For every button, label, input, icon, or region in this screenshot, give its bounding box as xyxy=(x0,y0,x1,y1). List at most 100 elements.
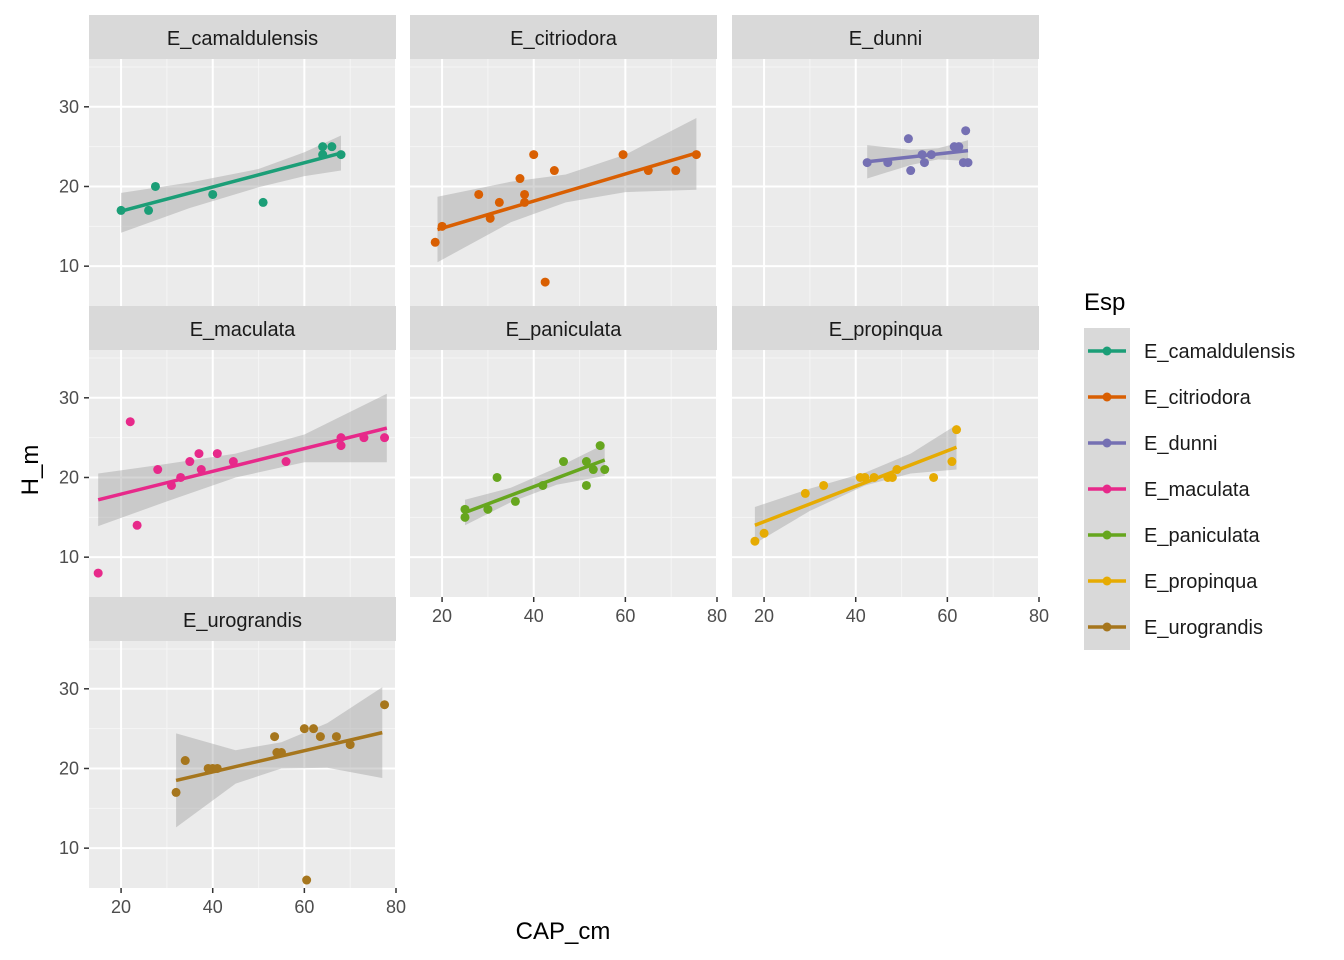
x-axis: 20 40 60 80 xyxy=(111,888,406,917)
legend-label: E_paniculata xyxy=(1144,525,1261,547)
legend-label: E_dunni xyxy=(1144,433,1217,455)
data-point xyxy=(380,700,390,710)
facet-strip-label: E_dunni xyxy=(849,28,922,50)
facet-E_dunni: E_dunni xyxy=(732,15,1040,306)
y-axis: 10 20 30 xyxy=(59,679,89,858)
data-point xyxy=(954,142,964,152)
facet-E_camaldulensis: E_camaldulensis xyxy=(89,15,397,306)
data-point xyxy=(538,480,548,490)
data-point xyxy=(281,457,291,467)
data-point xyxy=(302,875,312,885)
facet-E_maculata: E_maculata xyxy=(89,306,397,597)
data-point xyxy=(549,166,559,176)
legend: Esp E_camaldulensis E_citriodora E_dunni E_… xyxy=(1084,289,1295,650)
data-point xyxy=(529,150,539,160)
x-axis: 20 40 60 80 xyxy=(432,597,727,626)
data-point xyxy=(759,528,769,538)
regression-line xyxy=(754,445,958,527)
data-point xyxy=(494,197,504,207)
x-tick-label: 20 xyxy=(754,606,774,626)
facet-E_citriodora: E_citriodora xyxy=(410,15,718,306)
x-tick-label: 40 xyxy=(524,606,544,626)
facet-strip xyxy=(732,15,1039,59)
data-point xyxy=(492,472,502,482)
regression-line xyxy=(120,151,342,213)
gridlines xyxy=(89,641,397,888)
facet-strip-label: E_urograndis xyxy=(183,610,302,632)
legend-item-E_citriodora: E_citriodora xyxy=(1084,374,1252,420)
legend-label: E_camaldulensis xyxy=(1144,341,1295,363)
data-point xyxy=(515,174,525,184)
facet-strip xyxy=(732,306,1039,350)
data-point xyxy=(600,465,610,475)
data-point xyxy=(588,465,598,475)
data-point xyxy=(520,189,530,199)
x-tick-label: 80 xyxy=(386,897,406,917)
x-axes: 20 40 60 80 20 40 60 80 20 40 60 80 xyxy=(111,597,1049,917)
legend-label: E_citriodora xyxy=(1144,387,1252,409)
data-point xyxy=(166,480,176,490)
legend-label: E_urograndis xyxy=(1144,617,1263,639)
legend-key-point xyxy=(1102,622,1112,632)
data-point xyxy=(485,213,495,223)
panel-background xyxy=(410,350,717,597)
legend-key-point xyxy=(1102,392,1112,402)
legend-item-E_camaldulensis: E_camaldulensis xyxy=(1084,328,1295,374)
legend-title: Esp xyxy=(1084,289,1125,316)
legend-item-E_propinqua: E_propinqua xyxy=(1084,558,1258,604)
data-point xyxy=(208,189,218,199)
y-tick-label: 30 xyxy=(59,388,79,408)
data-point xyxy=(474,189,484,199)
regression-line xyxy=(866,148,969,164)
x-tick-label: 20 xyxy=(111,897,131,917)
data-point xyxy=(887,472,897,482)
data-point xyxy=(93,568,103,578)
panel-background xyxy=(89,59,396,306)
data-point xyxy=(581,457,591,467)
data-point xyxy=(860,472,870,482)
data-point xyxy=(819,480,829,490)
x-tick-label: 40 xyxy=(203,897,223,917)
data-point xyxy=(132,520,142,530)
data-point xyxy=(430,237,440,247)
data-point xyxy=(336,150,346,160)
data-point xyxy=(883,158,893,168)
data-point xyxy=(947,457,957,467)
regression-line xyxy=(175,730,383,783)
data-point xyxy=(270,732,280,742)
facet-strip xyxy=(89,306,396,350)
y-tick-label: 10 xyxy=(59,256,79,276)
data-point xyxy=(327,142,337,152)
confidence-band xyxy=(754,424,957,544)
legend-key-point xyxy=(1102,484,1112,494)
data-point xyxy=(903,134,913,144)
data-point xyxy=(929,472,939,482)
legend-key-point xyxy=(1102,530,1112,540)
facet-E_paniculata: E_paniculata xyxy=(410,306,718,597)
x-tick-label: 80 xyxy=(1029,606,1049,626)
y-tick-label: 10 xyxy=(59,838,79,858)
panel-background xyxy=(732,59,1039,306)
data-point xyxy=(150,181,160,191)
data-point xyxy=(315,732,325,742)
data-point xyxy=(258,197,268,207)
panel-background xyxy=(89,350,396,597)
facet-strip-label: E_maculata xyxy=(190,319,296,341)
data-point xyxy=(963,158,973,168)
data-point xyxy=(540,277,550,287)
gridlines xyxy=(410,59,718,306)
data-point xyxy=(359,433,369,443)
gridlines xyxy=(89,59,397,306)
data-point xyxy=(691,150,701,160)
regression-line xyxy=(464,458,606,515)
panel-background xyxy=(410,59,717,306)
data-point xyxy=(862,158,872,168)
facet-panels: E_camaldulensis E_citriodora E_dunni E_macu… xyxy=(89,15,1040,888)
data-point xyxy=(380,433,390,443)
facet-strip-label: E_propinqua xyxy=(829,319,943,341)
data-point xyxy=(153,465,163,475)
data-point xyxy=(309,724,319,734)
y-tick-label: 30 xyxy=(59,679,79,699)
facet-E_urograndis: E_urograndis xyxy=(89,597,397,888)
data-point xyxy=(961,126,971,136)
